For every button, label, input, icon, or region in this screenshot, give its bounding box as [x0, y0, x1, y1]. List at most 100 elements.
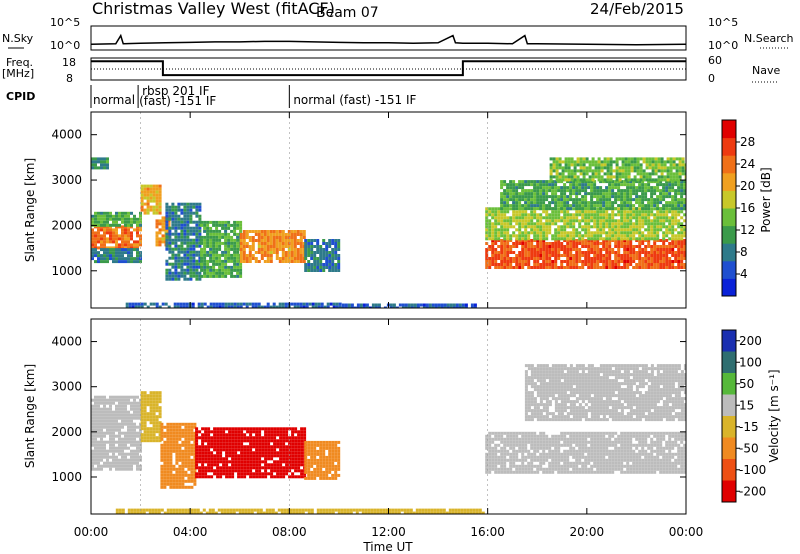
data-cell	[193, 452, 197, 456]
data-cell	[97, 240, 100, 244]
data-cell	[158, 184, 162, 188]
y-tick-label: 2000	[51, 218, 82, 232]
data-cell	[160, 443, 164, 447]
data-cell	[567, 169, 571, 173]
data-cell	[328, 266, 332, 269]
data-cell	[551, 254, 555, 257]
data-cell	[665, 248, 669, 251]
data-cell	[106, 246, 109, 250]
data-cell	[237, 454, 241, 458]
data-cell	[626, 213, 630, 217]
data-cell	[669, 169, 673, 173]
data-cell	[344, 303, 348, 307]
data-cell	[285, 472, 289, 476]
data-cell	[149, 412, 153, 416]
data-cell	[245, 257, 249, 260]
data-cell	[115, 461, 118, 465]
data-cell	[313, 269, 317, 272]
data-cell	[136, 434, 139, 438]
data-cell	[611, 222, 615, 226]
data-cell	[609, 160, 613, 164]
data-cell	[124, 443, 127, 447]
data-cell	[158, 196, 162, 200]
data-cell	[146, 439, 150, 443]
data-cell	[158, 415, 162, 419]
data-cell	[198, 238, 202, 242]
data-cell	[124, 458, 127, 462]
data-cell	[189, 229, 193, 233]
data-cell	[189, 211, 193, 215]
data-cell	[536, 266, 540, 269]
data-cell	[91, 434, 94, 438]
data-cell	[195, 229, 199, 233]
data-cell	[187, 428, 191, 432]
data-cell	[165, 202, 169, 206]
data-cell	[269, 230, 273, 233]
data-cell	[163, 452, 167, 456]
data-cell	[533, 266, 537, 269]
data-cell	[149, 302, 153, 306]
data-cell	[287, 230, 291, 233]
data-cell	[94, 157, 97, 161]
data-cell	[328, 455, 332, 459]
data-cell	[293, 233, 297, 236]
data-cell	[255, 436, 259, 440]
data-cell	[322, 446, 326, 450]
data-cell	[127, 231, 130, 235]
data-cell	[500, 263, 504, 266]
data-cell	[597, 163, 601, 167]
data-cell	[109, 446, 112, 450]
data-cell	[281, 251, 285, 254]
data-cell	[600, 166, 604, 170]
data-cell	[626, 198, 630, 202]
data-cell	[187, 476, 191, 480]
power-ylabel: Slant Range [km]	[23, 158, 37, 262]
data-cell	[252, 475, 256, 479]
data-cell	[645, 160, 649, 164]
data-cell	[599, 237, 603, 241]
data-cell	[635, 251, 639, 254]
data-cell	[500, 231, 504, 235]
data-cell	[189, 205, 193, 209]
data-cell	[575, 210, 579, 214]
data-cell	[251, 248, 255, 251]
data-cell	[310, 245, 314, 248]
data-cell	[518, 257, 522, 260]
data-cell	[299, 305, 303, 308]
data-cell	[608, 225, 612, 229]
data-cell	[322, 269, 326, 272]
data-cell	[665, 219, 669, 223]
data-cell	[172, 473, 176, 477]
data-cell	[452, 303, 456, 307]
data-cell	[590, 213, 594, 217]
data-cell	[152, 400, 156, 404]
data-cell	[284, 257, 288, 260]
data-cell	[255, 454, 259, 458]
data-cell	[152, 193, 156, 197]
data-cell	[168, 235, 172, 239]
data-cell	[503, 225, 507, 229]
data-cell	[539, 242, 543, 245]
data-cell	[662, 231, 666, 235]
data-cell	[118, 446, 121, 450]
data-cell	[216, 469, 220, 473]
data-cell	[596, 245, 600, 248]
data-cell	[225, 463, 229, 467]
data-cell	[163, 467, 167, 471]
data-cell	[282, 475, 286, 479]
data-cell	[665, 263, 669, 266]
data-cell	[91, 440, 94, 444]
data-cell	[236, 259, 240, 263]
data-cell	[647, 180, 651, 184]
data-cell	[672, 160, 676, 164]
data-cell	[106, 407, 109, 411]
data-cell	[328, 257, 332, 260]
data-cell	[293, 251, 297, 254]
data-cell	[100, 458, 103, 462]
data-cell	[130, 419, 133, 423]
data-cell	[650, 248, 654, 251]
data-cell	[181, 461, 185, 465]
data-cell	[291, 454, 295, 458]
data-cell	[222, 460, 226, 464]
